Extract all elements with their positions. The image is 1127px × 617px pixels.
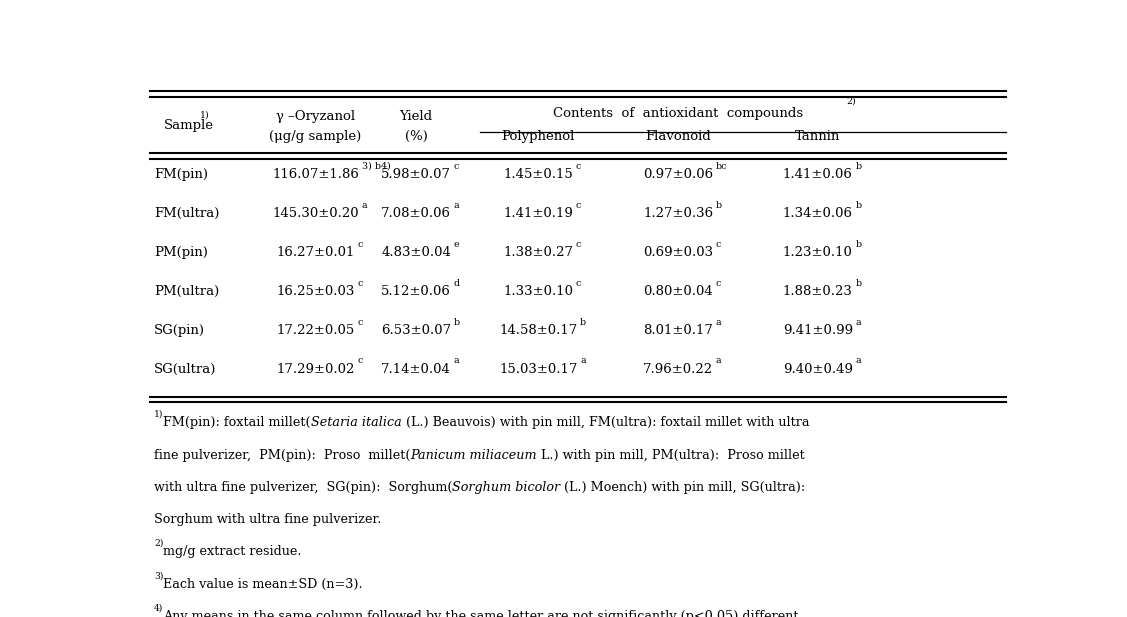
Text: 7.96±0.22: 7.96±0.22 (644, 363, 713, 376)
Text: Sorghum bicolor: Sorghum bicolor (452, 481, 560, 494)
Text: 2): 2) (154, 539, 163, 548)
Text: e: e (453, 239, 459, 249)
Text: c: c (357, 239, 363, 249)
Text: bc: bc (716, 162, 727, 171)
Text: b: b (580, 318, 586, 326)
Text: γ –Oryzanol: γ –Oryzanol (276, 110, 355, 123)
Text: a: a (453, 357, 459, 365)
Text: L.) with pin mill, PM(ultra):  Proso millet: L.) with pin mill, PM(ultra): Proso mill… (536, 449, 805, 462)
Text: c: c (716, 239, 721, 249)
Text: Each value is mean±SD (n=3).: Each value is mean±SD (n=3). (163, 578, 363, 591)
Text: with ultra fine pulverizer,  SG(pin):  Sorghum(: with ultra fine pulverizer, SG(pin): Sor… (154, 481, 452, 494)
Text: 145.30±0.20: 145.30±0.20 (273, 207, 358, 220)
Text: 9.40±0.49: 9.40±0.49 (783, 363, 853, 376)
Text: 17.22±0.05: 17.22±0.05 (276, 324, 355, 337)
Text: a: a (580, 357, 586, 365)
Text: PM(pin): PM(pin) (154, 246, 207, 259)
Text: mg/g extract residue.: mg/g extract residue. (163, 545, 302, 558)
Text: 116.07±1.86: 116.07±1.86 (272, 168, 360, 181)
Text: c: c (576, 279, 582, 288)
Text: PM(ultra): PM(ultra) (154, 285, 220, 298)
Text: 3): 3) (154, 571, 163, 580)
Text: 16.27±0.01: 16.27±0.01 (276, 246, 355, 259)
Text: 1): 1) (201, 110, 210, 119)
Text: b: b (855, 162, 861, 171)
Text: a: a (716, 318, 721, 326)
Text: (%): (%) (405, 130, 427, 143)
Text: c: c (576, 239, 582, 249)
Text: b: b (454, 318, 460, 326)
Text: 1.88±0.23: 1.88±0.23 (783, 285, 853, 298)
Text: (L.) Moench) with pin mill, SG(ultra):: (L.) Moench) with pin mill, SG(ultra): (560, 481, 806, 494)
Text: b: b (855, 279, 861, 288)
Text: a: a (454, 201, 459, 210)
Text: 9.41±0.99: 9.41±0.99 (783, 324, 853, 337)
Text: 1.41±0.19: 1.41±0.19 (504, 207, 574, 220)
Text: (L.) Beauvois) with pin mill, FM(ultra): foxtail millet with ultra: (L.) Beauvois) with pin mill, FM(ultra):… (401, 416, 809, 429)
Text: 8.01±0.17: 8.01±0.17 (644, 324, 713, 337)
Text: 4.83±0.04: 4.83±0.04 (381, 246, 451, 259)
Text: Polyphenol: Polyphenol (502, 130, 575, 143)
Text: 6.53±0.07: 6.53±0.07 (381, 324, 451, 337)
Text: d: d (453, 279, 460, 288)
Text: Tannin: Tannin (795, 130, 841, 143)
Text: 7.14±0.04: 7.14±0.04 (381, 363, 451, 376)
Text: 1.23±0.10: 1.23±0.10 (783, 246, 853, 259)
Text: 1.38±0.27: 1.38±0.27 (504, 246, 574, 259)
Text: a: a (855, 318, 861, 326)
Text: b: b (855, 201, 861, 210)
Text: FM(pin): foxtail millet(: FM(pin): foxtail millet( (163, 416, 311, 429)
Text: SG(pin): SG(pin) (154, 324, 205, 337)
Text: 1): 1) (154, 410, 163, 419)
Text: c: c (357, 318, 363, 326)
Text: 1.45±0.15: 1.45±0.15 (504, 168, 574, 181)
Text: Contents  of  antioxidant  compounds: Contents of antioxidant compounds (553, 107, 804, 120)
Text: 14.58±0.17: 14.58±0.17 (499, 324, 577, 337)
Text: Panicum miliaceum: Panicum miliaceum (410, 449, 536, 462)
Text: c: c (576, 162, 582, 171)
Text: 7.08±0.06: 7.08±0.06 (381, 207, 451, 220)
Text: 0.69±0.03: 0.69±0.03 (644, 246, 713, 259)
Text: 5.12±0.06: 5.12±0.06 (381, 285, 451, 298)
Text: Setaria italica: Setaria italica (311, 416, 401, 429)
Text: 0.80±0.04: 0.80±0.04 (644, 285, 713, 298)
Text: 1.34±0.06: 1.34±0.06 (783, 207, 853, 220)
Text: c: c (357, 357, 363, 365)
Text: c: c (357, 279, 363, 288)
Text: Sample: Sample (163, 119, 214, 132)
Text: fine pulverizer,  PM(pin):  Proso  millet(: fine pulverizer, PM(pin): Proso millet( (154, 449, 410, 462)
Text: FM(ultra): FM(ultra) (154, 207, 220, 220)
Text: 17.29±0.02: 17.29±0.02 (276, 363, 355, 376)
Text: c: c (716, 279, 721, 288)
Text: b: b (716, 201, 721, 210)
Text: 1.41±0.06: 1.41±0.06 (783, 168, 853, 181)
Text: 3) b4): 3) b4) (362, 162, 390, 171)
Text: c: c (576, 201, 582, 210)
Text: (μg/g sample): (μg/g sample) (269, 130, 362, 143)
Text: FM(pin): FM(pin) (154, 168, 208, 181)
Text: 0.97±0.06: 0.97±0.06 (644, 168, 713, 181)
Text: 2): 2) (846, 97, 857, 106)
Text: 5.98±0.07: 5.98±0.07 (381, 168, 451, 181)
Text: 16.25±0.03: 16.25±0.03 (276, 285, 355, 298)
Text: Flavonoid: Flavonoid (645, 130, 711, 143)
Text: a: a (855, 357, 861, 365)
Text: 1.33±0.10: 1.33±0.10 (504, 285, 574, 298)
Text: a: a (362, 201, 367, 210)
Text: Any means in the same column followed by the same letter are not significantly (: Any means in the same column followed by… (163, 610, 799, 617)
Text: b: b (855, 239, 861, 249)
Text: Yield: Yield (399, 110, 433, 123)
Text: 15.03±0.17: 15.03±0.17 (499, 363, 577, 376)
Text: Sorghum with ultra fine pulverizer.: Sorghum with ultra fine pulverizer. (154, 513, 381, 526)
Text: c: c (454, 162, 459, 171)
Text: a: a (716, 357, 721, 365)
Text: 1.27±0.36: 1.27±0.36 (644, 207, 713, 220)
Text: SG(ultra): SG(ultra) (154, 363, 216, 376)
Text: 4): 4) (154, 603, 163, 613)
